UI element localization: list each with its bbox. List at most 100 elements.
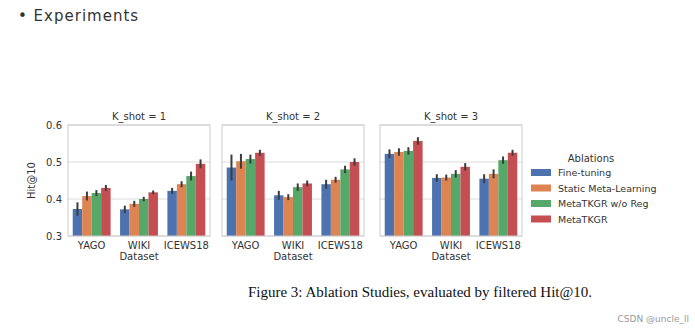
error-bar xyxy=(95,190,97,196)
x-tick-label: WIKI xyxy=(440,240,462,251)
y-tick-label: 0.3 xyxy=(46,231,62,242)
caption: Figure 3: Ablation Studies, evaluated by… xyxy=(248,284,592,300)
error-bar xyxy=(124,206,126,213)
panel-title: K_shot = 3 xyxy=(424,111,478,123)
legend-swatch xyxy=(531,216,551,223)
bar xyxy=(489,174,498,236)
plot-frame xyxy=(380,125,522,236)
error-bar xyxy=(287,194,289,200)
bar xyxy=(460,167,469,236)
bar xyxy=(120,209,129,236)
plot-bg xyxy=(68,125,210,236)
error-bar xyxy=(493,169,495,178)
error-bar xyxy=(133,201,135,207)
x-label: Dataset xyxy=(119,251,158,262)
error-bar xyxy=(143,197,145,201)
plot-bg xyxy=(380,125,522,236)
legend-label: MetaTKGR w/o Reg xyxy=(558,198,648,209)
error-bar xyxy=(344,166,346,173)
legend-label: Static Meta-Learning xyxy=(558,183,656,194)
error-bar xyxy=(388,149,390,158)
plot-frame xyxy=(68,125,210,236)
x-label: Dataset xyxy=(431,251,470,262)
y-tick-label: 0.4 xyxy=(46,194,62,205)
error-bar xyxy=(200,159,202,168)
bar xyxy=(148,192,157,236)
error-bar xyxy=(455,170,457,177)
header: • Experiments xyxy=(18,7,139,25)
x-label: Dataset xyxy=(273,251,312,262)
watermark: CSDN @uncle_ll xyxy=(618,314,689,324)
bar xyxy=(413,141,422,236)
bar xyxy=(432,178,441,236)
bar xyxy=(284,197,293,236)
error-bar xyxy=(407,147,409,154)
bars xyxy=(73,159,206,236)
bar xyxy=(293,187,302,236)
error-bar xyxy=(190,172,192,181)
error-bar xyxy=(181,181,183,187)
legend-swatch xyxy=(531,200,551,207)
bar xyxy=(130,204,139,236)
figure: • Experiments0.30.40.50.6YAGOWIKIICEWS18… xyxy=(0,0,695,328)
error-bar xyxy=(152,190,154,194)
legend: Ablations Fine-tuning Static Meta-Learning… xyxy=(531,153,656,225)
error-bar xyxy=(76,202,78,215)
bar xyxy=(302,183,311,236)
bar xyxy=(498,160,507,236)
error-bar xyxy=(171,188,173,194)
bar xyxy=(479,179,488,236)
panel: YAGOWIKIICEWS18K_shot = 2Dataset xyxy=(222,111,364,262)
error-bar xyxy=(278,191,280,200)
bar xyxy=(255,153,264,236)
bar xyxy=(177,184,186,236)
bar xyxy=(451,174,460,236)
error-bar xyxy=(436,174,438,181)
error-bar xyxy=(325,180,327,189)
plot-frame xyxy=(222,125,364,236)
bar xyxy=(101,188,110,236)
error-bar xyxy=(398,148,400,155)
bar xyxy=(404,151,413,236)
legend-title: Ablations xyxy=(568,153,614,164)
error-bar xyxy=(335,177,337,183)
error-bar xyxy=(417,137,419,144)
y-label: Hit@10 xyxy=(26,162,37,199)
x-tick-label: WIKI xyxy=(282,240,304,251)
x-tick-label: ICEWS18 xyxy=(164,240,209,251)
panel-title: K_shot = 1 xyxy=(112,111,166,123)
legend-label: MetaTKGR xyxy=(558,214,608,225)
x-tick-label: WIKI xyxy=(128,240,150,251)
bar xyxy=(394,152,403,236)
x-tick-label: YAGO xyxy=(231,240,260,251)
error-bar xyxy=(230,155,232,181)
bar xyxy=(442,178,451,236)
panel: YAGOWIKIICEWS18K_shot = 3Dataset xyxy=(380,111,522,262)
legend-swatch xyxy=(531,169,551,176)
grid-line xyxy=(68,162,210,163)
bar xyxy=(196,164,205,236)
error-bar xyxy=(86,192,88,201)
bar xyxy=(82,196,91,236)
plot-bg xyxy=(222,125,364,236)
x-tick-label: ICEWS18 xyxy=(318,240,363,251)
panel: 0.30.40.50.6YAGOWIKIICEWS18K_shot = 1Dat… xyxy=(26,111,210,262)
bar xyxy=(167,191,176,236)
legend-swatch xyxy=(531,185,551,192)
bar xyxy=(350,162,359,236)
error-bar xyxy=(512,150,514,156)
y-tick-label: 0.6 xyxy=(46,120,62,131)
bar xyxy=(246,159,255,236)
bar xyxy=(274,195,283,236)
error-bar xyxy=(445,175,447,181)
bar xyxy=(508,153,517,236)
bar xyxy=(236,161,245,236)
error-bar xyxy=(249,155,251,164)
bar xyxy=(331,180,340,236)
error-bar xyxy=(259,150,261,156)
bars xyxy=(227,150,360,236)
error-bar xyxy=(483,174,485,183)
error-bar xyxy=(354,158,356,165)
legend-label: Fine-tuning xyxy=(558,167,611,178)
x-tick-label: ICEWS18 xyxy=(476,240,521,251)
